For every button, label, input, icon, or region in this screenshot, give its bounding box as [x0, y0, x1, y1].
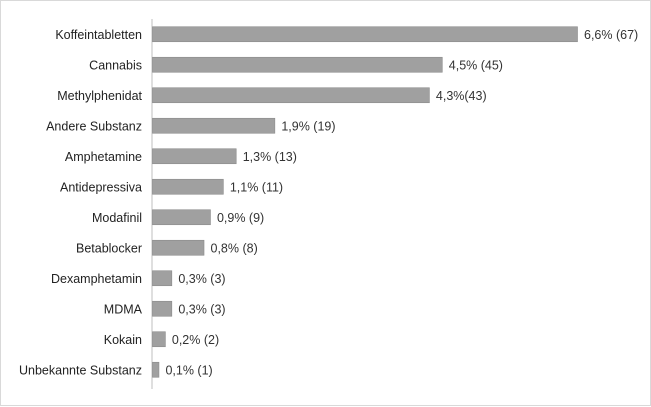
data-label: 0,1% (1) — [165, 363, 212, 377]
bar — [152, 148, 237, 165]
bar — [152, 26, 578, 43]
data-label: 0,9% (9) — [217, 211, 264, 225]
data-label: 0,3% (3) — [178, 302, 225, 316]
category-label: Kokain — [104, 333, 142, 347]
bar — [152, 239, 205, 256]
category-label: Betablocker — [76, 241, 142, 255]
bar — [152, 209, 211, 226]
bar — [152, 178, 224, 195]
bar — [152, 270, 173, 287]
category-label: Andere Substanz — [46, 119, 142, 133]
bar — [152, 117, 276, 134]
data-label: 1,9% (19) — [281, 119, 335, 133]
data-label: 4,5% (45) — [449, 58, 503, 72]
category-label: Cannabis — [89, 58, 142, 72]
data-label: 1,3% (13) — [243, 150, 297, 164]
category-label: Dexamphetamin — [51, 272, 142, 286]
category-label: Koffeintabletten — [55, 28, 142, 42]
category-label: Antidepressiva — [60, 180, 142, 194]
data-label: 6,6% (67) — [584, 28, 638, 42]
bar — [152, 87, 430, 104]
data-label: 0,2% (2) — [172, 333, 219, 347]
category-label: Unbekannte Substanz — [19, 363, 142, 377]
category-label: Amphetamine — [65, 150, 142, 164]
category-label: MDMA — [104, 302, 143, 316]
data-label: 0,8% (8) — [211, 241, 258, 255]
category-label: Modafinil — [92, 211, 142, 225]
bar — [152, 300, 173, 317]
bar — [152, 331, 166, 348]
category-label: Methylphenidat — [57, 89, 142, 103]
bar — [152, 361, 160, 378]
data-label: 0,3% (3) — [178, 272, 225, 286]
bars-group: Koffeintabletten 6,6% (67) Cannabis 4,5% (4… — [19, 26, 638, 378]
bar — [152, 56, 443, 73]
data-label: 4,3%(43) — [436, 89, 487, 103]
data-label: 1,1% (11) — [230, 180, 283, 194]
